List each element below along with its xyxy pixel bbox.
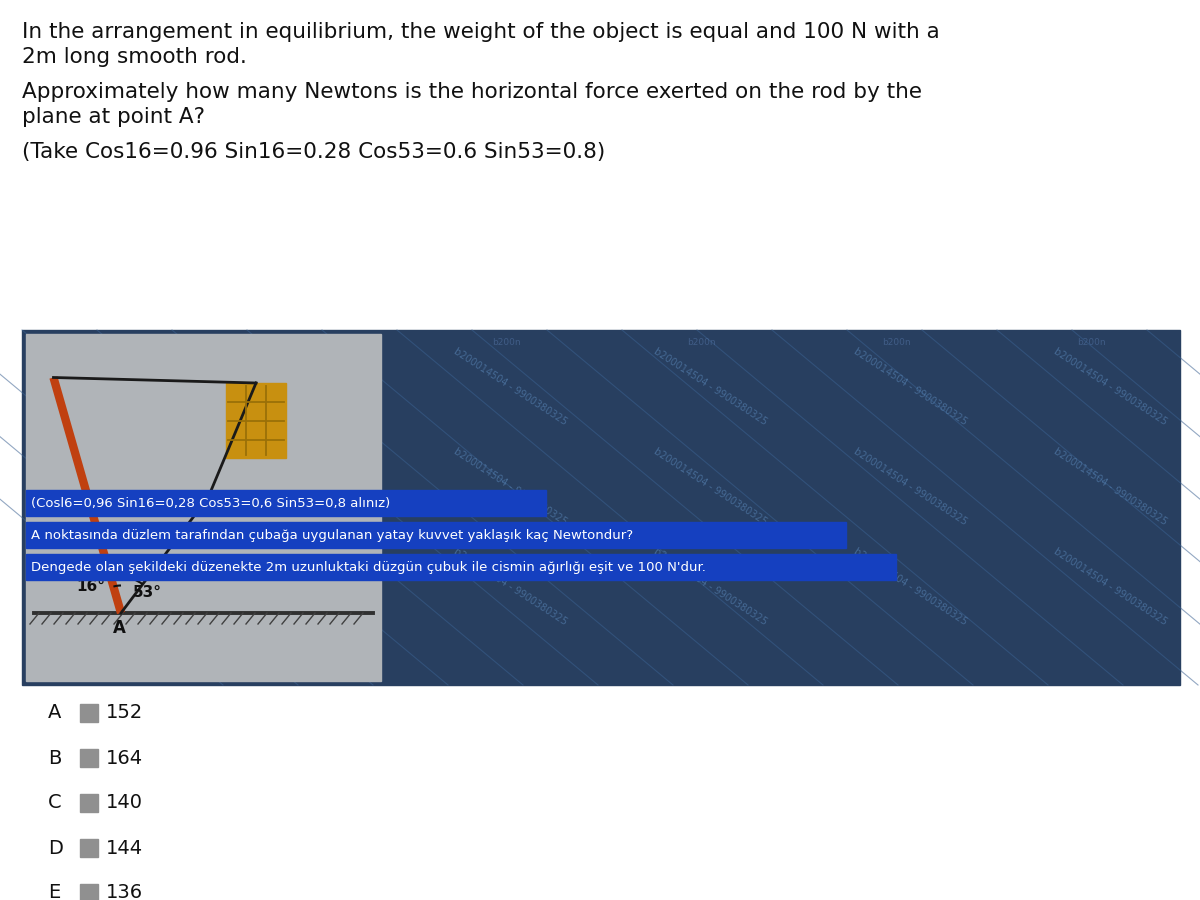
Text: plane at point A?: plane at point A? <box>22 107 205 127</box>
Text: b200n: b200n <box>492 338 521 347</box>
Bar <box>26 490 546 516</box>
Text: b200014504 - 9900380325: b200014504 - 9900380325 <box>652 546 769 627</box>
Text: 164: 164 <box>106 749 143 768</box>
Text: b200n: b200n <box>686 338 715 347</box>
Text: 144: 144 <box>106 839 143 858</box>
Text: E: E <box>48 884 60 900</box>
Bar <box>80 794 98 812</box>
Text: b200n: b200n <box>1078 338 1105 347</box>
Text: (Cosl6=0,96 Sin16=0,28 Cos53=0,6 Sin53=0,8 alınız): (Cosl6=0,96 Sin16=0,28 Cos53=0,6 Sin53=0… <box>31 497 390 509</box>
Text: b200014504 - 9900380325: b200014504 - 9900380325 <box>1052 446 1169 527</box>
Text: b200n: b200n <box>298 338 325 347</box>
Text: b200n: b200n <box>882 338 911 347</box>
Text: C: C <box>48 794 61 813</box>
Text: 140: 140 <box>106 794 143 813</box>
Bar <box>22 330 1180 685</box>
Bar <box>226 383 286 458</box>
Text: A: A <box>48 704 61 723</box>
Text: b200014504 - 9900380325: b200014504 - 9900380325 <box>452 446 569 527</box>
Text: b200014504 - 9900380325: b200014504 - 9900380325 <box>1052 346 1169 427</box>
Text: 152: 152 <box>106 704 143 723</box>
Bar <box>26 334 382 681</box>
Text: (Take Cos16=0.96 Sin16=0.28 Cos53=0.6 Sin53=0.8): (Take Cos16=0.96 Sin16=0.28 Cos53=0.6 Si… <box>22 142 605 162</box>
Text: b200014504 - 9900380325: b200014504 - 9900380325 <box>652 346 769 427</box>
Text: b200014504 - 9900380325: b200014504 - 9900380325 <box>852 546 968 627</box>
Text: D: D <box>48 839 62 858</box>
Text: b200014504 - 9900380325: b200014504 - 9900380325 <box>652 446 769 527</box>
Bar <box>80 704 98 722</box>
Text: Dengede olan şekildeki düzenekte 2m uzunluktaki düzgün çubuk ile cismin ağırlığı: Dengede olan şekildeki düzenekte 2m uzun… <box>31 561 706 573</box>
Text: 16°: 16° <box>76 579 106 594</box>
Text: Approximately how many Newtons is the horizontal force exerted on the rod by the: Approximately how many Newtons is the ho… <box>22 82 922 102</box>
Text: b200n: b200n <box>102 338 131 347</box>
Bar <box>26 522 846 548</box>
Text: 53°: 53° <box>133 585 162 600</box>
Text: B: B <box>48 749 61 768</box>
Text: 136: 136 <box>106 884 143 900</box>
Bar <box>80 839 98 857</box>
Text: In the arrangement in equilibrium, the weight of the object is equal and 100 N w: In the arrangement in equilibrium, the w… <box>22 22 940 42</box>
Text: 2m long smooth rod.: 2m long smooth rod. <box>22 47 247 67</box>
Text: b200014504 - 9900380325: b200014504 - 9900380325 <box>1052 546 1169 627</box>
Bar <box>26 554 896 580</box>
Text: b200014504 - 9900380325: b200014504 - 9900380325 <box>852 346 968 427</box>
Text: b200014504 - 9900380325: b200014504 - 9900380325 <box>452 546 569 627</box>
Bar <box>80 749 98 767</box>
Text: b200014504 - 9900380325: b200014504 - 9900380325 <box>852 446 968 527</box>
Text: b200014504 - 9900380325: b200014504 - 9900380325 <box>452 346 569 427</box>
Text: A: A <box>113 619 126 637</box>
Bar <box>80 884 98 900</box>
Text: A noktasında düzlem tarafından çubağa uygulanan yatay kuvvet yaklaşık kaç Newton: A noktasında düzlem tarafından çubağa uy… <box>31 528 634 542</box>
